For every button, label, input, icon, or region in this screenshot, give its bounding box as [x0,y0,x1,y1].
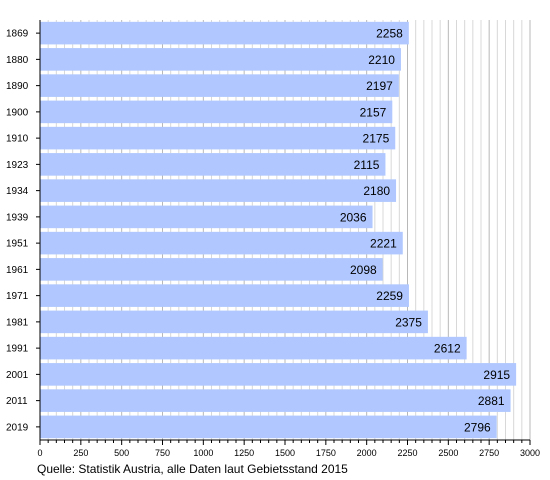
bars [40,21,517,439]
x-tick-label: 1500 [275,448,295,458]
bar-1934 [40,179,397,202]
bar-chart: 1869 1880 1890 1900 1910 1923 1934 1939 1951 1961… [6,20,540,458]
y-tick-label: 1939 [6,212,29,223]
y-tick-label: 1961 [6,265,29,276]
bar-1951 [40,231,403,255]
y-tick-label: 1900 [6,107,29,118]
bar-1910 [40,126,396,150]
data-label: 2098 [350,263,377,277]
y-tick-labels: 1869 1880 1890 1900 1910 1923 1934 1939 1951 1961… [6,29,29,434]
bar-1880 [40,48,401,71]
x-tick-label: 1250 [234,448,254,458]
data-label: 2036 [340,210,367,224]
data-label: 2375 [395,315,422,329]
y-tick-label: 2019 [6,422,29,433]
bar-1961 [40,258,383,281]
source-note: Quelle: Statistik Austria, alle Daten la… [37,462,348,476]
bar-1869 [40,21,409,45]
y-tick-label: 1951 [6,239,29,250]
bar-1971 [40,284,409,307]
data-label: 2210 [368,53,395,67]
x-tick-labels: 0 250 500 750 1000 1250 1500 1750 2000 2250 2500 27… [37,448,540,458]
bar-2011 [40,389,511,412]
bar-2001 [40,363,517,386]
data-label: 2915 [483,368,510,382]
bar-1939 [40,205,373,229]
data-label: 2881 [478,394,505,408]
y-tick-label: 1910 [6,134,29,145]
x-tick-label: 2750 [479,448,499,458]
x-tick-label: 2250 [397,448,417,458]
bar-1900 [40,100,393,124]
y-tick-label: 1971 [6,291,29,302]
bar-1981 [40,310,428,334]
bar-1923 [40,153,386,176]
x-tick-label: 750 [155,448,170,458]
x-tick-label: 250 [73,448,88,458]
data-label: 2221 [370,237,397,251]
bar-1991 [40,336,467,360]
data-label: 2197 [366,79,393,93]
bar-2019 [40,415,497,439]
x-tick-label: 500 [114,448,129,458]
x-tick-label: 3000 [520,448,540,458]
x-tick-label: 0 [37,448,42,458]
data-label: 2180 [363,184,390,198]
y-tick-label: 1981 [6,317,29,328]
data-label: 2175 [363,132,390,146]
y-tick-label: 1890 [6,81,29,92]
data-label: 2115 [354,158,380,172]
y-tick-label: 1880 [6,55,29,66]
data-label: 2258 [376,27,403,41]
x-tick-label: 1000 [193,448,213,458]
y-tick-label: 1934 [6,186,29,197]
y-tick-label: 2011 [6,396,28,407]
y-tick-label: 2001 [6,370,29,381]
data-label: 2259 [376,289,403,303]
data-label: 2157 [360,105,387,119]
y-tick-label: 1991 [6,344,29,355]
data-label: 2796 [464,420,491,434]
data-label: 2612 [434,342,461,356]
x-tick-label: 2500 [438,448,458,458]
axes [36,20,531,445]
x-tick-label: 2000 [357,448,377,458]
x-tick-label: 1750 [316,448,336,458]
bar-1890 [40,74,399,97]
y-tick-label: 1923 [6,160,29,171]
y-tick-label: 1869 [6,29,29,40]
